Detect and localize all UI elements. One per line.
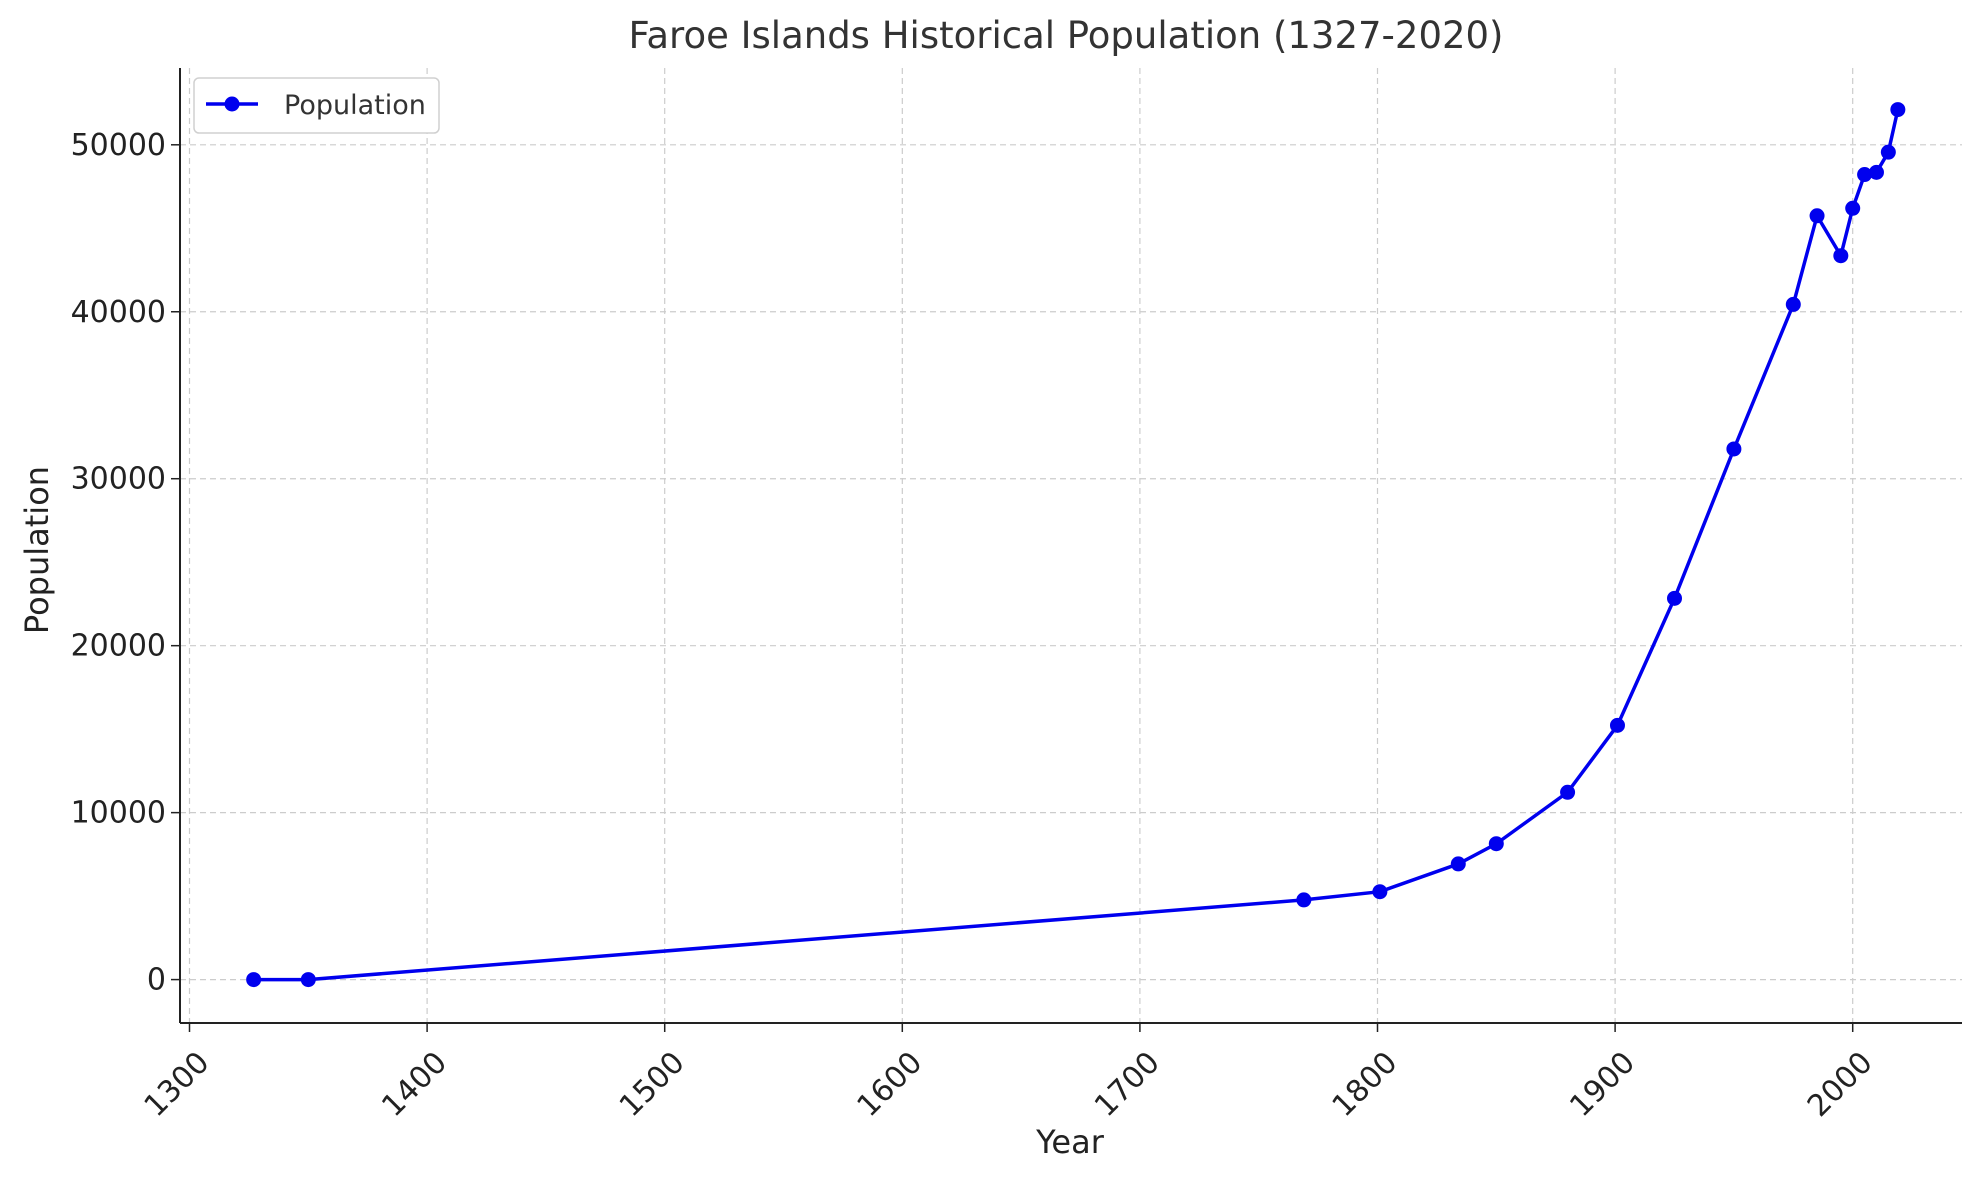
data-point (246, 972, 262, 988)
data-point (1809, 208, 1825, 224)
chart-title: Faroe Islands Historical Population (132… (628, 14, 1503, 57)
legend-box (193, 77, 440, 134)
data-point (1609, 717, 1625, 733)
legend-label-population: Population (284, 90, 426, 121)
data-point (1667, 590, 1683, 606)
data-point (1880, 144, 1896, 160)
y-tick-label: 50000 (71, 128, 166, 163)
y-tick-label: 30000 (71, 462, 166, 497)
data-point (1890, 102, 1906, 118)
data-point (1868, 164, 1884, 180)
data-point (1372, 884, 1388, 900)
data-point (1296, 892, 1312, 908)
data-point (1845, 200, 1861, 216)
y-tick-label: 0 (147, 963, 166, 998)
y-tick-label: 10000 (71, 796, 166, 831)
data-point (1560, 784, 1576, 800)
legend-marker-swatch (224, 96, 240, 112)
data-point (1726, 441, 1742, 457)
data-point (1833, 248, 1849, 264)
y-tick-label: 40000 (71, 295, 166, 330)
axes-layer (179, 68, 1962, 1024)
data-point (1857, 167, 1873, 183)
x-axis-label: Year (1035, 1123, 1105, 1161)
data-point (1785, 296, 1801, 312)
grid-layer (180, 68, 1962, 1023)
y-axis-label: Population (18, 466, 56, 634)
data-point (1488, 836, 1504, 852)
legend: Population (193, 77, 440, 134)
data-point (300, 972, 316, 988)
series-layer (246, 102, 1906, 988)
y-tick-label: 20000 (71, 629, 166, 664)
data-point (1450, 856, 1466, 872)
